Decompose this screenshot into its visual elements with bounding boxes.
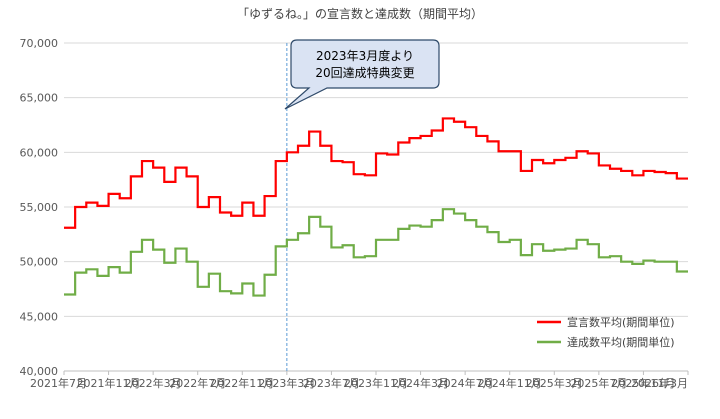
legend: 宣言数平均(期間単位) 達成数平均(期間単位) — [537, 315, 675, 349]
x-tick-label: 2026年3月 — [631, 376, 688, 390]
x-tick-label: 2021年7月 — [30, 376, 87, 390]
x-tick-label: 2025年7月 — [570, 376, 627, 390]
y-tick-label: 45,000 — [20, 310, 59, 323]
y-tick-label: 40,000 — [20, 365, 59, 378]
x-tick-label: 2022年7月 — [169, 376, 226, 390]
annotation-callout: 2023年3月度より 20回達成特典変更 — [284, 39, 440, 110]
x-tick-label: 2022年11月 — [210, 376, 274, 390]
y-tick-label: 70,000 — [20, 37, 59, 50]
y-tick-label: 65,000 — [20, 92, 59, 105]
y-tick-label: 55,000 — [20, 201, 59, 214]
series-line-achievements — [64, 208, 688, 297]
x-tick-label: 2024年11月 — [478, 376, 542, 390]
x-tick-label: 2024年7月 — [437, 376, 494, 390]
y-tick-label: 50,000 — [20, 256, 59, 269]
x-tick-label: 2025年3月 — [526, 376, 583, 390]
annotation-callout-box — [284, 39, 440, 110]
x-tick-label: 2021年11月 — [77, 376, 141, 390]
x-tick-label: 2025年11月 — [611, 376, 675, 390]
chart-title: 「ゆずるね。」の宣言数と達成数（期間平均） — [237, 6, 483, 21]
y-axis-ticks: 40,000 45,000 50,000 55,000 60,000 65,000 70,0… — [20, 37, 59, 378]
x-axis-ticks: 2021年7月2021年11月2022年3月2022年7月2022年11月202… — [30, 371, 689, 390]
annotation-text-line-1: 2023年3月度より — [316, 48, 414, 63]
legend-label-achievements: 達成数平均(期間単位) — [567, 335, 675, 349]
y-tick-label: 60,000 — [20, 146, 59, 159]
legend-label-declarations: 宣言数平均(期間単位) — [567, 315, 675, 329]
series-lines — [64, 117, 688, 297]
x-tick-label: 2023年3月 — [258, 376, 315, 390]
x-tick-label: 2024年3月 — [392, 376, 449, 390]
x-tick-label: 2023年11月 — [344, 376, 408, 390]
annotation-text-line-2: 20回達成特典変更 — [315, 65, 414, 80]
x-tick-label: 2022年3月 — [125, 376, 182, 390]
x-tick-label: 2023年7月 — [303, 376, 360, 390]
series-line-declarations — [64, 117, 688, 229]
